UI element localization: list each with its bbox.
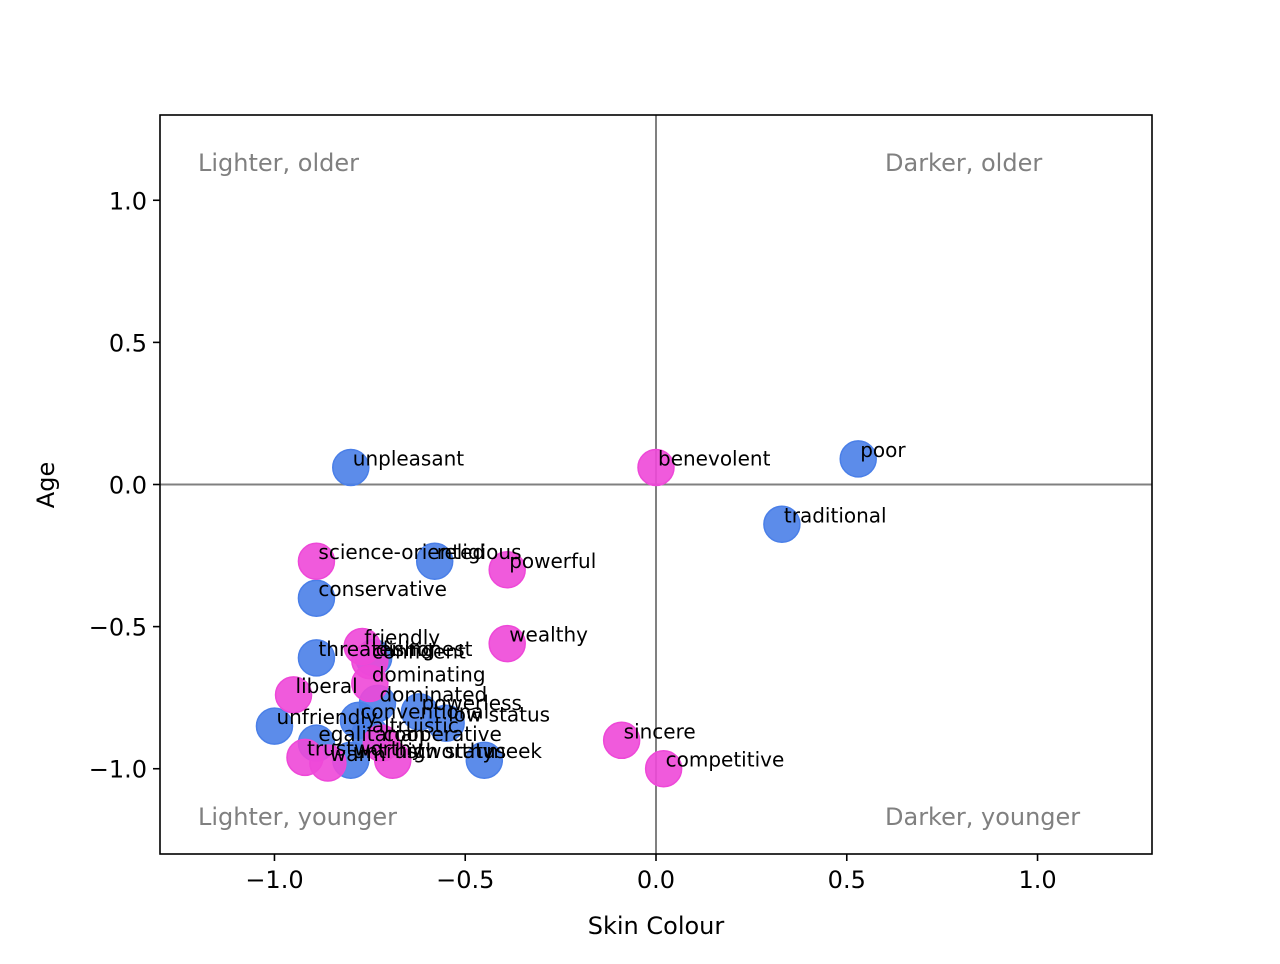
point-label: confident [372, 640, 466, 664]
point-label: powerless [421, 691, 522, 715]
point-label: science-oriented [318, 540, 485, 564]
data-point [465, 741, 504, 779]
y-tick-label: 1.0 [109, 187, 147, 215]
data-point [763, 505, 801, 544]
point-label: religious [437, 540, 522, 564]
data-point [255, 707, 294, 745]
point-label: conventional [360, 699, 489, 723]
quadrant-label: Darker, older [885, 149, 1042, 177]
point-label: traditional [784, 503, 887, 527]
point-label: dominating [372, 662, 486, 686]
x-tick-label: 0.0 [637, 866, 675, 894]
point-label: threatening [318, 637, 435, 661]
point-layer [255, 440, 877, 788]
point-label: untrustworthy [353, 739, 495, 763]
point-label: liberal [296, 674, 358, 698]
point-label: egalitarian [318, 722, 425, 746]
data-point [297, 542, 336, 580]
data-point [415, 542, 454, 580]
x-tick-label: 0.5 [828, 866, 866, 894]
data-point [427, 704, 465, 743]
data-point [309, 744, 347, 782]
point-label: meek [486, 739, 542, 763]
point-label: dishonest [376, 637, 473, 661]
quadrant-label: Lighter, younger [198, 803, 397, 831]
point-label: friendly [364, 626, 440, 650]
data-point [373, 741, 412, 779]
quadrant-label: Lighter, older [198, 149, 359, 177]
point-label: unfriendly [276, 705, 377, 729]
point-label: low status [448, 702, 550, 726]
point-label: dominated [379, 682, 487, 706]
x-tick-label: 1.0 [1018, 866, 1056, 894]
point-label: sincere [624, 719, 696, 743]
data-point [839, 440, 877, 478]
x-tick-label: −0.5 [436, 866, 494, 894]
data-point [602, 721, 641, 760]
data-point [332, 448, 370, 487]
data-point [297, 579, 336, 617]
point-label: unpleasant [353, 446, 465, 470]
y-tick-label: −1.0 [89, 756, 147, 784]
y-tick-label: 0.5 [109, 329, 147, 357]
data-point [297, 639, 336, 677]
point-label: wealthy [509, 623, 588, 647]
data-point [351, 664, 389, 703]
point-label: competitive [666, 748, 785, 772]
point-label: benevolent [658, 446, 771, 470]
point-label: high status [395, 739, 506, 763]
point-label: cooperative [383, 722, 502, 746]
data-point [637, 448, 675, 487]
data-point [488, 624, 526, 663]
point-label: poor [860, 438, 906, 462]
tick-layer: −1.0 −0.5 0.0 0.5 1.0 1.0 0.5 0.0 −0.5 −1.0 [89, 187, 1057, 894]
x-tick-label: −1.0 [245, 866, 303, 894]
y-tick-label: −0.5 [89, 614, 147, 642]
data-point [488, 551, 526, 589]
point-label: altruistic [372, 714, 459, 738]
quadrant-label: Darker, younger [885, 803, 1080, 831]
y-tick-label: 0.0 [109, 472, 147, 500]
y-axis-label: Age [32, 462, 60, 508]
point-label: warm [330, 742, 386, 766]
point-label: powerful [509, 549, 596, 573]
data-point [274, 676, 313, 714]
data-point [644, 749, 683, 788]
point-label-layer: unpleasant poor traditional religious conser… [276, 438, 906, 772]
point-label: trustworthy [307, 736, 423, 760]
x-axis-label: Skin Colour [588, 912, 725, 940]
point-label: conservative [318, 577, 447, 601]
quadrant-label-layer: Lighter, older Darker, older Lighter, youn… [198, 149, 1080, 831]
